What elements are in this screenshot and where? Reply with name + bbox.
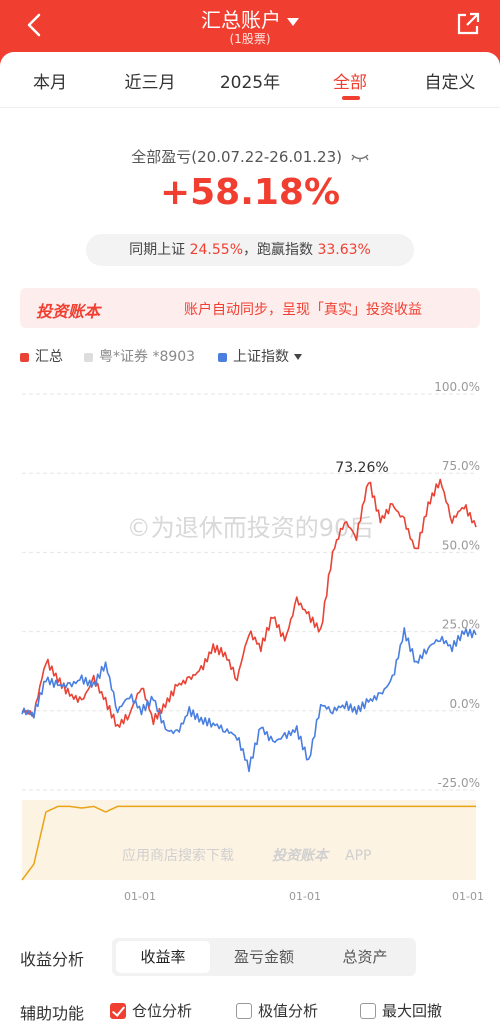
page-title: 汇总账户 <box>201 8 281 32</box>
footer-watermark-suffix: APP <box>345 848 371 864</box>
compare-prefix: 同期上证 <box>129 242 186 258</box>
benchmark-compare: 同期上证 24.55%，跑赢指数 33.63% <box>86 234 414 266</box>
legend-swatch <box>218 352 227 362</box>
checkbox-label: 最大回撤 <box>382 1002 443 1020</box>
account-selector[interactable]: 汇总账户 <box>0 4 500 33</box>
tab-this-month[interactable]: 本月 <box>33 73 67 93</box>
checkbox-icon <box>360 1003 376 1019</box>
analysis-mode-selector: 收益率 盈亏金额 总资产 <box>112 938 416 976</box>
legend-item-total[interactable]: 汇总 <box>20 346 63 366</box>
mode-profit-amount[interactable]: 盈亏金额 <box>233 948 294 966</box>
series-line-2 <box>21 805 476 881</box>
legend-swatch <box>20 352 29 362</box>
y-tick-label: -25.0% <box>438 776 480 790</box>
series-line-1 <box>21 627 477 773</box>
chevron-down-icon <box>294 354 302 360</box>
position-area-bg <box>22 800 476 880</box>
max-drawdown-checkbox[interactable]: 最大回撤 <box>360 1000 442 1021</box>
share-icon[interactable] <box>454 10 482 38</box>
position-analysis-checkbox[interactable]: 仓位分析 <box>110 1000 192 1021</box>
extreme-analysis-checkbox[interactable]: 极值分析 <box>236 1000 318 1021</box>
y-tick-label: 100.0% <box>434 380 480 394</box>
tab-custom[interactable]: 自定义 <box>424 73 476 93</box>
total-return-value: +58.18% <box>159 172 341 213</box>
peak-label: 73.26% <box>335 460 388 476</box>
mode-return-rate[interactable]: 收益率 <box>116 941 210 973</box>
footer-watermark: 应用商店搜索下载 投资账本 APP <box>122 847 371 864</box>
summary-header: 全部盈亏(20.07.22-26.01.23) <box>0 146 500 167</box>
chevron-down-icon <box>287 17 299 26</box>
legend-label: 汇总 <box>35 349 63 365</box>
checkbox-checked-icon <box>110 1003 126 1019</box>
return-chart[interactable]: ©为退休而投资的90后 应用商店搜索下载 投资账本 APP 100.0% 75.0… <box>0 380 500 905</box>
legend-item-account[interactable]: 粤*证券 *8903 <box>84 346 195 366</box>
back-arrow-icon[interactable] <box>20 10 50 40</box>
legend-label: 上证指数 <box>233 349 289 365</box>
footer-watermark-prefix: 应用商店搜索下载 <box>122 847 234 864</box>
ledger-logo-text: 投资账本 <box>36 302 101 321</box>
chart-watermark: ©为退休而投资的90后 <box>127 514 374 542</box>
footer-watermark-logo: 投资账本 <box>272 847 330 864</box>
promo-banner[interactable]: 投资账本 账户自动同步，呈现「真实」投资收益 <box>20 288 480 328</box>
series-line-0 <box>21 478 477 728</box>
y-tick-label: 0.0% <box>450 697 481 711</box>
x-tick-label: 01-01 <box>452 890 484 903</box>
outperform-value: 33.63% <box>317 242 371 258</box>
tab-all[interactable]: 全部 <box>333 73 367 93</box>
mode-total-assets[interactable]: 总资产 <box>342 948 388 966</box>
benchmark-return: 24.55% <box>189 242 243 258</box>
active-tab-indicator <box>342 96 360 100</box>
compare-separator: ，跑赢指数 <box>243 242 313 258</box>
y-tick-label: 25.0% <box>442 618 480 632</box>
analysis-label: 收益分析 <box>20 950 85 969</box>
legend-item-index[interactable]: 上证指数 <box>218 346 302 366</box>
y-tick-label: 50.0% <box>442 538 480 552</box>
banner-text: 账户自动同步，呈现「真实」投资收益 <box>184 302 422 318</box>
ledger-logo: 投资账本 <box>36 298 100 322</box>
tab-bar-background: 本月 近三月 2025年 全部 自定义 <box>0 52 500 108</box>
period-tabs: 本月 近三月 2025年 全部 自定义 <box>0 52 500 108</box>
legend-swatch <box>84 352 93 362</box>
page-subtitle: (1股票) <box>229 32 271 46</box>
x-tick-label: 01-01 <box>289 890 321 903</box>
checkbox-icon <box>236 1003 252 1019</box>
y-tick-label: 75.0% <box>442 459 480 473</box>
checkbox-label: 仓位分析 <box>132 1002 193 1020</box>
summary-label: 全部盈亏(20.07.22-26.01.23) <box>131 148 342 166</box>
tab-three-months[interactable]: 近三月 <box>124 73 176 93</box>
aux-label: 辅助功能 <box>20 1004 85 1023</box>
x-tick-label: 01-01 <box>124 890 156 903</box>
checkbox-label: 极值分析 <box>258 1002 319 1020</box>
legend-label: 粤*证券 *8903 <box>99 349 196 365</box>
top-bar: 汇总账户 (1股票) <box>0 0 500 52</box>
tab-2025[interactable]: 2025年 <box>219 73 281 93</box>
hide-eye-icon[interactable] <box>351 153 369 163</box>
